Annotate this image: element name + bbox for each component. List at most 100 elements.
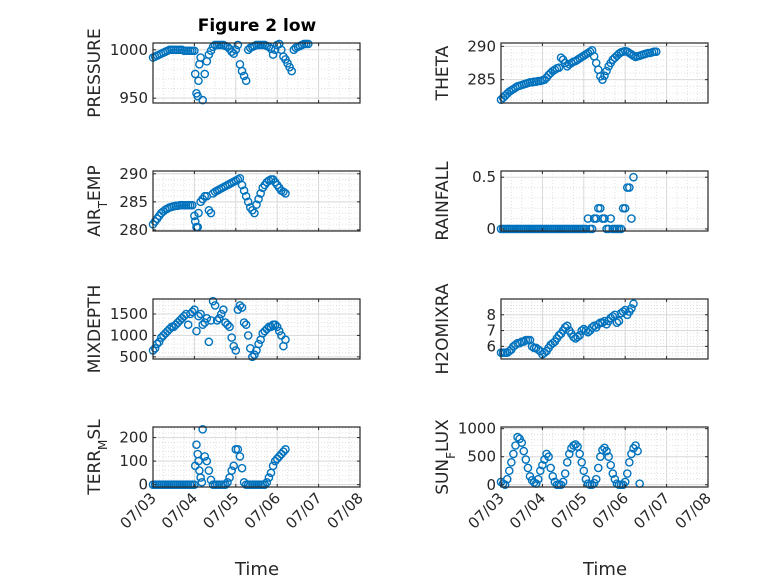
x-axis-label-left: Time (234, 559, 279, 580)
data-point (270, 45, 280, 55)
data-point (270, 320, 280, 330)
chart-panel-6: 678 H2OMIXRA (433, 283, 709, 375)
data-point (243, 197, 253, 207)
data-point (165, 324, 174, 334)
data-point (279, 447, 288, 457)
data-point (200, 69, 210, 79)
data-point (513, 432, 522, 442)
data-point (544, 452, 553, 462)
x-tick-label: 07/07 (282, 489, 325, 532)
data-point (550, 65, 560, 74)
data-point (227, 47, 236, 57)
data-point (241, 191, 251, 201)
data-point (229, 341, 239, 351)
data-point (538, 460, 547, 470)
data-point (194, 76, 203, 86)
axes-frame (152, 170, 361, 232)
data-point (546, 463, 555, 473)
data-point (633, 446, 642, 456)
data-point (200, 452, 210, 461)
data-point (612, 318, 622, 327)
data-point (206, 316, 216, 325)
data-point (575, 449, 584, 459)
data-point (625, 183, 634, 192)
axes-frame (152, 426, 361, 488)
data-point (154, 337, 164, 347)
data-point (565, 449, 574, 459)
data-point (219, 305, 228, 315)
data-point (629, 51, 638, 60)
y-axis-label: MIXDEPTH (85, 285, 105, 374)
y-axis-label-part: SUN (433, 459, 453, 495)
y-tick-label: 950 (119, 89, 148, 107)
data-point (241, 76, 251, 86)
data-point (190, 69, 200, 79)
data-point (651, 47, 661, 56)
data-point (602, 446, 611, 456)
data-point (192, 440, 201, 449)
data-point (591, 474, 601, 484)
data-point (194, 311, 203, 321)
y-tick-label: 0 (486, 476, 496, 494)
data-point (202, 456, 212, 466)
data-point (507, 458, 516, 467)
y-axis-label-subscript: T (96, 200, 110, 209)
data-point (598, 445, 607, 455)
data-point (227, 466, 236, 475)
y-tick-label: 500 (467, 448, 496, 466)
x-axis-label-right: Time (582, 559, 627, 580)
data-point (587, 224, 597, 234)
data-point (608, 469, 618, 478)
data-point (627, 304, 636, 313)
data-point (198, 425, 207, 434)
data-point (622, 469, 632, 478)
data-point (562, 321, 572, 331)
data-point (243, 331, 253, 340)
data-point (281, 335, 290, 345)
data-point (606, 460, 616, 470)
data-point (627, 214, 636, 223)
data-point (256, 189, 265, 198)
data-point (509, 449, 518, 459)
data-point (250, 350, 259, 360)
y-axis-label: PRESSURE (85, 28, 105, 117)
data-point (608, 312, 618, 321)
y-tick-label: 285 (467, 71, 496, 89)
y-tick-label: 0.5 (472, 168, 496, 186)
chart-panel-3: 280 285 290 AIRTEMP (85, 165, 361, 239)
data-point (248, 352, 257, 362)
chart-panel-1: 950 1000 PRESSURE (85, 28, 361, 118)
x-tick-label: 07/06 (241, 489, 284, 532)
data-point (197, 477, 207, 487)
data-point (237, 180, 247, 190)
data-point (239, 186, 249, 195)
data-point (235, 301, 245, 310)
data-point (575, 331, 584, 340)
data-point (227, 333, 236, 342)
data-point (188, 200, 197, 210)
figure-title: Figure 2 low (198, 16, 317, 36)
y-tick-label: 1000 (458, 420, 496, 438)
data-point (562, 458, 572, 467)
data-point (596, 203, 605, 213)
data-point (556, 53, 566, 62)
data-point (183, 320, 193, 330)
y-axis-label: H2OMIXRA (433, 283, 453, 374)
data-point (281, 445, 290, 454)
y-tick-label: 285 (119, 193, 148, 211)
data-point (260, 480, 270, 489)
axes-frame (500, 298, 709, 360)
data-point (268, 50, 278, 59)
x-tick-label: 07/04 (506, 489, 549, 532)
data-point (196, 53, 205, 62)
x-tick-label: 07/08 (672, 489, 715, 532)
data-point (266, 322, 276, 332)
data-point (581, 224, 591, 234)
y-tick-label: 8 (486, 306, 496, 324)
y-tick-label: 0 (138, 476, 148, 494)
data-point (616, 224, 626, 234)
data-point (204, 466, 214, 475)
y-axis-label-part: SL (85, 419, 105, 440)
data-point (620, 203, 630, 213)
data-point (198, 95, 207, 105)
